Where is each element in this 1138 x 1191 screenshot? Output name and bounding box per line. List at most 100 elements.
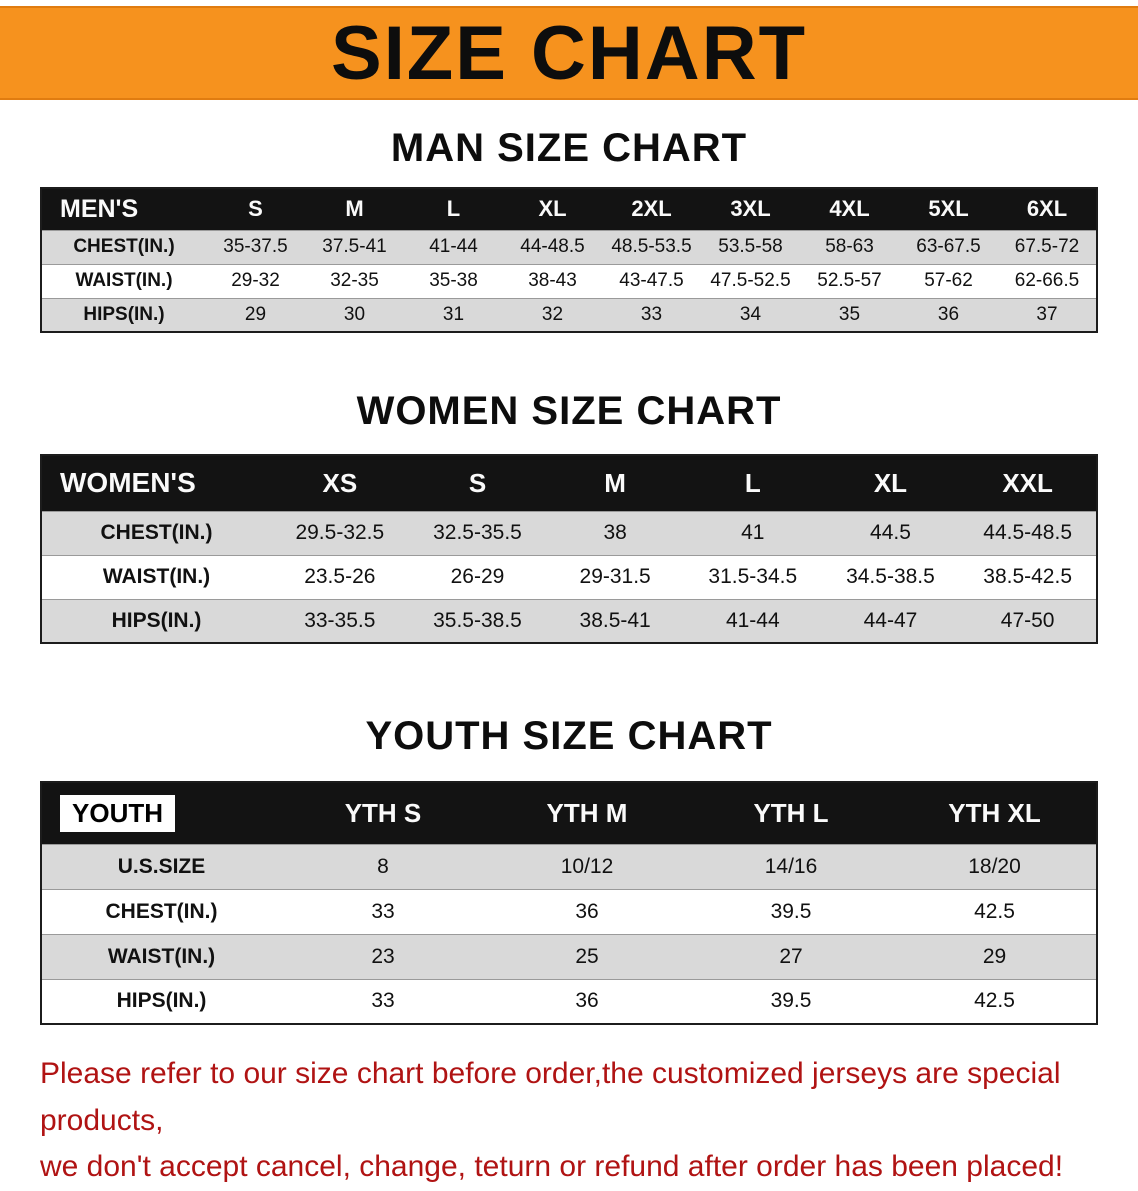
size-cell: 23.5-26 — [304, 565, 376, 588]
size-cell: 29 — [982, 944, 1007, 968]
size-cell: 44-48.5 — [520, 236, 585, 257]
youth-column-header: YTH M — [485, 782, 689, 844]
size-cell: 41-44 — [725, 608, 780, 632]
row-label: WAIST(IN.) — [107, 944, 216, 968]
youth-size-section: YOUTH SIZE CHART YOUTH YTH S YTH M YTH L… — [0, 714, 1138, 1025]
size-cell: 44-47 — [863, 608, 918, 632]
disclaimer-line-2: we don't accept cancel, change, teturn o… — [40, 1150, 1064, 1183]
women-size-table: WOMEN'S XS S M L XL XXL CHEST(IN.) 29.5-… — [40, 454, 1098, 644]
size-cell: 37.5-41 — [322, 236, 387, 257]
women-waist-row: WAIST(IN.) 23.5-26 26-29 29-31.5 31.5-34… — [41, 555, 1097, 599]
size-cell: 36 — [575, 899, 599, 923]
size-cell: 39.5 — [770, 899, 812, 923]
youth-corner-label: YOUTH — [60, 794, 175, 832]
women-size-section: WOMEN SIZE CHART WOMEN'S XS S M L XL XXL — [0, 389, 1138, 644]
size-cell: 33 — [371, 989, 395, 1013]
size-cell: 32.5-35.5 — [433, 521, 522, 544]
size-cell: 27 — [779, 944, 803, 968]
youth-ussize-row: U.S.SIZE 8 10/12 14/16 18/20 — [41, 844, 1097, 889]
man-column-header: 6XL — [998, 188, 1097, 230]
size-cell: 31.5-34.5 — [708, 565, 798, 588]
man-chest-row: CHEST(IN.) 35-37.5 37.5-41 41-44 44-48.5… — [41, 230, 1097, 264]
disclaimer-line-1: Please refer to our size chart before or… — [40, 1057, 1061, 1137]
size-cell: 67.5-72 — [1014, 236, 1080, 257]
size-cell: 38-43 — [528, 270, 577, 291]
size-cell: 38 — [603, 521, 627, 544]
size-cell: 57-62 — [924, 270, 973, 291]
women-column-header: XS — [271, 455, 409, 511]
youth-chest-row: CHEST(IN.) 33 36 39.5 42.5 — [41, 889, 1097, 934]
man-section-heading: MAN SIZE CHART — [390, 126, 748, 170]
size-cell: 53.5-58 — [718, 236, 783, 257]
size-cell: 29-31.5 — [579, 565, 651, 588]
size-cell: 31 — [442, 303, 465, 325]
man-hips-row: HIPS(IN.) 29 30 31 32 33 34 35 36 37 — [41, 298, 1097, 332]
size-cell: 36 — [937, 303, 960, 325]
size-cell: 29 — [244, 303, 267, 325]
youth-section-heading: YOUTH SIZE CHART — [365, 714, 773, 758]
size-cell: 39.5 — [770, 989, 812, 1013]
man-column-header: 4XL — [800, 188, 899, 230]
size-cell: 26-29 — [450, 565, 505, 588]
size-cell: 33-35.5 — [304, 608, 376, 632]
banner: SIZE CHART — [0, 6, 1138, 100]
row-label: HIPS(IN.) — [83, 303, 165, 325]
row-label: CHEST(IN.) — [100, 521, 213, 544]
size-cell: 35-37.5 — [223, 236, 288, 257]
row-label: WAIST(IN.) — [75, 270, 173, 291]
size-cell: 37 — [1036, 303, 1058, 325]
size-cell: 33 — [371, 899, 395, 923]
man-column-header: 5XL — [899, 188, 998, 230]
row-label: WAIST(IN.) — [102, 565, 211, 588]
size-cell: 35-38 — [429, 270, 478, 291]
page-title: SIZE CHART — [331, 10, 807, 96]
size-cell: 10/12 — [560, 854, 614, 878]
size-cell: 32 — [541, 303, 564, 325]
youth-header-row: YOUTH YTH S YTH M YTH L YTH XL — [41, 782, 1097, 844]
size-cell: 34.5-38.5 — [846, 565, 935, 588]
youth-column-header: YTH XL — [893, 782, 1097, 844]
man-size-section: MAN SIZE CHART MEN'S S M L XL 2XL 3XL 4X… — [0, 126, 1138, 333]
size-cell: 47-50 — [1000, 608, 1055, 632]
youth-corner-cell: YOUTH — [41, 782, 281, 844]
youth-waist-row: WAIST(IN.) 23 25 27 29 — [41, 934, 1097, 979]
size-cell: 52.5-57 — [817, 270, 882, 291]
size-cell: 25 — [575, 944, 599, 968]
women-hips-row: HIPS(IN.) 33-35.5 35.5-38.5 38.5-41 41-4… — [41, 599, 1097, 643]
size-cell: 41-44 — [429, 236, 478, 257]
size-cell: 29-32 — [231, 270, 280, 291]
size-cell: 63-67.5 — [916, 236, 981, 257]
size-cell: 42.5 — [974, 899, 1015, 923]
disclaimer-note: Please refer to our size chart before or… — [40, 1051, 1098, 1191]
size-cell: 33 — [640, 303, 663, 325]
row-label: CHEST(IN.) — [73, 236, 175, 257]
size-cell: 47.5-52.5 — [710, 270, 791, 291]
size-cell: 29.5-32.5 — [295, 521, 385, 544]
women-section-heading: WOMEN SIZE CHART — [356, 389, 782, 433]
man-column-header: XL — [503, 188, 602, 230]
man-column-header: M — [305, 188, 404, 230]
man-header-row: MEN'S S M L XL 2XL 3XL 4XL 5XL 6XL — [41, 188, 1097, 230]
women-column-header: L — [683, 455, 822, 511]
women-column-header: XL — [821, 455, 960, 511]
women-chest-row: CHEST(IN.) 29.5-32.5 32.5-35.5 38 41 44.… — [41, 511, 1097, 555]
row-label: HIPS(IN.) — [111, 608, 202, 632]
women-column-header: XXL — [959, 455, 1097, 511]
size-cell: 38.5-41 — [579, 608, 651, 632]
row-label: HIPS(IN.) — [116, 989, 207, 1013]
size-cell: 36 — [575, 989, 599, 1013]
size-cell: 58-63 — [825, 236, 874, 257]
size-cell: 44.5 — [870, 521, 911, 544]
size-cell: 18/20 — [968, 854, 1021, 878]
size-cell: 34 — [739, 303, 762, 325]
man-corner-label: MEN'S — [41, 188, 206, 230]
women-column-header: S — [408, 455, 547, 511]
size-cell: 41 — [741, 521, 765, 544]
size-cell: 8 — [377, 854, 389, 878]
size-cell: 30 — [343, 303, 366, 325]
women-column-header: M — [546, 455, 684, 511]
size-cell: 43-47.5 — [619, 270, 684, 291]
size-cell: 44.5-48.5 — [983, 521, 1073, 544]
man-size-table: MEN'S S M L XL 2XL 3XL 4XL 5XL 6XL CHEST… — [40, 187, 1098, 333]
youth-column-header: YTH L — [689, 782, 893, 844]
